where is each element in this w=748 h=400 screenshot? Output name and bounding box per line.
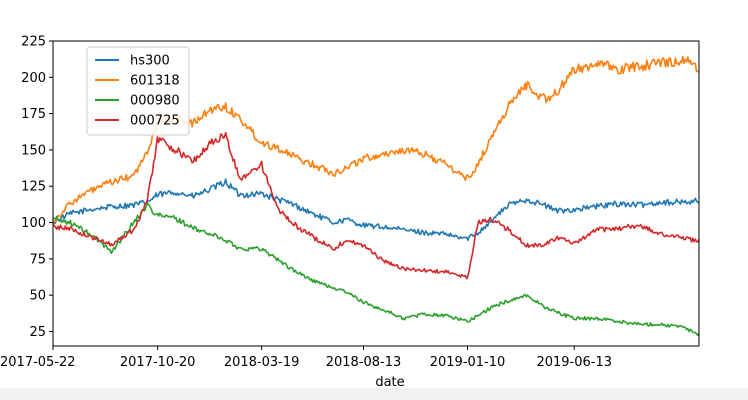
x-tick-label: 2017-10-20 bbox=[120, 355, 196, 370]
plot-frame bbox=[52, 40, 700, 347]
x-tick-label: 2017-05-22 bbox=[0, 355, 76, 370]
y-tick-label: 25 bbox=[29, 325, 46, 340]
series-line-000725 bbox=[52, 131, 700, 280]
legend: hs300 601318 000980 000725 bbox=[86, 46, 190, 136]
y-tick-label: 150 bbox=[21, 143, 46, 158]
y-tick-label: 100 bbox=[21, 216, 46, 231]
y-tick-label: 225 bbox=[21, 35, 46, 50]
legend-label-hs300: hs300 bbox=[130, 54, 170, 69]
x-tick-label: 2018-08-13 bbox=[326, 355, 402, 370]
legend-box bbox=[86, 46, 190, 136]
y-tick-label: 200 bbox=[21, 71, 46, 86]
x-tick-label: 2019-06-13 bbox=[536, 355, 612, 370]
x-tick-label: 2019-01-10 bbox=[430, 355, 506, 370]
series-line-000980 bbox=[53, 202, 700, 337]
x-axis-title: date bbox=[375, 375, 404, 390]
y-tick-label: 75 bbox=[29, 252, 46, 267]
y-tick-label: 125 bbox=[21, 180, 46, 195]
y-axis: 25 50 75 100 125 150 175 200 225 bbox=[21, 35, 53, 340]
legend-label-000725: 000725 bbox=[130, 114, 180, 129]
y-tick-label: 50 bbox=[29, 289, 46, 304]
legend-label-601318: 601318 bbox=[130, 74, 180, 89]
x-tick-label: 2018-03-19 bbox=[224, 355, 300, 370]
y-tick-label: 175 bbox=[21, 107, 46, 122]
legend-label-000980: 000980 bbox=[130, 94, 180, 109]
bottom-strip bbox=[0, 388, 748, 400]
x-axis: 2017-05-22 2017-10-20 2018-03-19 2018-08-13… bbox=[0, 346, 612, 370]
series-line-hs300 bbox=[52, 178, 700, 242]
